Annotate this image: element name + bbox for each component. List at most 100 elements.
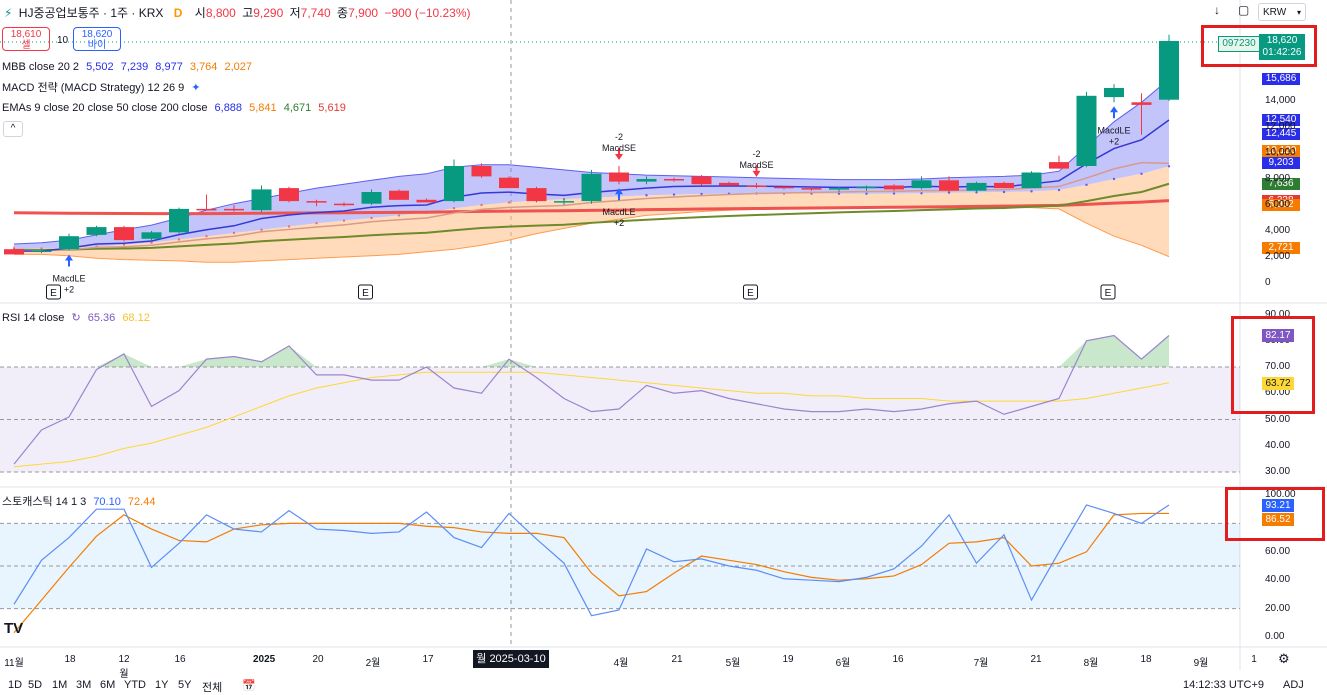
candle[interactable]: [719, 181, 739, 186]
candle[interactable]: [31, 249, 52, 254]
candle-body: [389, 190, 409, 200]
candle[interactable]: [196, 194, 217, 211]
candle[interactable]: [471, 163, 492, 178]
candle[interactable]: [141, 231, 162, 241]
range-3m[interactable]: 3M: [76, 679, 92, 691]
candle-body: [1131, 102, 1152, 105]
candle[interactable]: [774, 185, 794, 190]
candle[interactable]: [334, 202, 354, 207]
candle[interactable]: [911, 176, 932, 190]
candle[interactable]: [994, 181, 1014, 189]
legend-stoch-name: 스토캐스틱 14 1 3: [2, 496, 87, 508]
range-all[interactable]: 전체: [202, 682, 223, 694]
candle[interactable]: [746, 182, 767, 189]
split-icon: ⚡: [4, 6, 13, 20]
calendar-icon[interactable]: 📅: [242, 680, 256, 692]
range-1y[interactable]: 1Y: [155, 679, 169, 691]
candle[interactable]: [1021, 171, 1042, 189]
range-1d[interactable]: 1D: [8, 679, 23, 691]
candle[interactable]: [636, 176, 657, 185]
candle[interactable]: [1159, 34, 1179, 101]
candle[interactable]: [361, 189, 382, 205]
candle[interactable]: [856, 185, 877, 191]
settings-gear-icon[interactable]: ⚙: [1278, 651, 1290, 666]
loop-icon[interactable]: ↻: [71, 312, 81, 324]
time-tick-label: 20: [312, 654, 324, 665]
candle[interactable]: [664, 177, 684, 182]
adj-toggle[interactable]: ADJ: [1283, 679, 1304, 691]
candle[interactable]: [86, 225, 107, 237]
rsi-overbought-fill: [481, 359, 509, 367]
candle[interactable]: [554, 198, 574, 206]
sell-button[interactable]: 18,610 셀: [2, 27, 50, 51]
candle[interactable]: [499, 176, 519, 189]
candle[interactable]: [59, 233, 79, 251]
candle[interactable]: [389, 189, 409, 200]
strategy-signal[interactable]: MacdLE+2: [52, 254, 86, 295]
time-tick-label: 21: [1030, 654, 1042, 665]
stoch-d-value-tag: 86.52: [1262, 513, 1294, 526]
mbb-basis-dot: [947, 191, 951, 194]
candle[interactable]: [884, 184, 904, 191]
earnings-marker[interactable]: E: [1100, 284, 1116, 300]
earnings-marker[interactable]: E: [743, 284, 758, 300]
candle[interactable]: [691, 175, 712, 186]
rsi-overbought-fill: [1141, 335, 1169, 367]
candle[interactable]: [251, 185, 272, 213]
range-5y[interactable]: 5Y: [178, 679, 192, 691]
candle[interactable]: [224, 205, 244, 212]
candle[interactable]: [4, 246, 24, 255]
candle[interactable]: [1104, 84, 1124, 103]
candle-body: [609, 172, 629, 182]
earnings-letter: E: [362, 288, 369, 299]
candle[interactable]: [966, 181, 987, 192]
candle[interactable]: [416, 198, 437, 203]
legend-macd[interactable]: MACD 전략 (MACD Strategy) 12 26 9 ✦: [2, 80, 205, 96]
candle[interactable]: [1131, 93, 1152, 135]
currency-select[interactable]: KRW ▾: [1258, 3, 1306, 21]
candle[interactable]: [306, 199, 327, 207]
candle[interactable]: [581, 169, 602, 204]
legend-rsi[interactable]: RSI 14 close ↻ 65.36 68.12: [2, 310, 154, 326]
candle-body: [361, 192, 382, 204]
symbol-title[interactable]: HJ중공업보통주 · 1주 · KRX: [18, 6, 164, 20]
buy-button[interactable]: 18,620 바이: [73, 27, 121, 51]
collapse-legend-button[interactable]: ^: [3, 121, 23, 137]
range-6m[interactable]: 6M: [100, 679, 116, 691]
candle[interactable]: [939, 176, 959, 192]
fullscreen-icon[interactable]: ▢: [1238, 3, 1250, 17]
legend-mbb[interactable]: MBB close 20 2 5,502 7,239 8,977 3,764 2…: [2, 59, 256, 75]
candle[interactable]: [114, 225, 134, 242]
range-ytd[interactable]: YTD: [124, 679, 146, 691]
price-axis-tag: 9,203: [1262, 157, 1300, 170]
earnings-marker[interactable]: E: [358, 284, 373, 300]
candle[interactable]: [444, 159, 464, 203]
earnings-marker[interactable]: E: [46, 284, 61, 300]
clock-time[interactable]: 14:12:33 UTC+9: [1183, 679, 1265, 691]
range-1m[interactable]: 1M: [52, 679, 68, 691]
candle[interactable]: [526, 186, 547, 203]
candle[interactable]: [279, 186, 299, 203]
strategy-signal[interactable]: MacdLE+2: [602, 188, 636, 228]
candle[interactable]: [1049, 155, 1069, 169]
candle[interactable]: [169, 207, 189, 234]
legend-emas[interactable]: EMAs 9 close 20 close 50 close 200 close…: [2, 100, 350, 116]
delay-badge[interactable]: D: [173, 6, 183, 20]
legend-stoch[interactable]: 스토캐스틱 14 1 3 70.10 72.44: [2, 494, 159, 510]
earnings-box: [1100, 284, 1116, 300]
candle[interactable]: [1076, 91, 1097, 168]
range-5d[interactable]: 5D: [28, 679, 43, 691]
current-price: 18,620: [1266, 35, 1298, 46]
candle[interactable]: [609, 166, 629, 185]
candle[interactable]: [801, 186, 822, 191]
price-axis-tag: 10,120: [1262, 145, 1300, 158]
download-icon[interactable]: ↓: [1214, 3, 1220, 17]
strategy-signal[interactable]: MacdLE+2: [1097, 106, 1131, 146]
candle[interactable]: [829, 186, 849, 192]
tradingview-logo-icon[interactable]: TV: [4, 620, 24, 637]
mbb-basis-dot: [645, 194, 648, 197]
sparkle-icon[interactable]: ✦: [191, 82, 201, 94]
